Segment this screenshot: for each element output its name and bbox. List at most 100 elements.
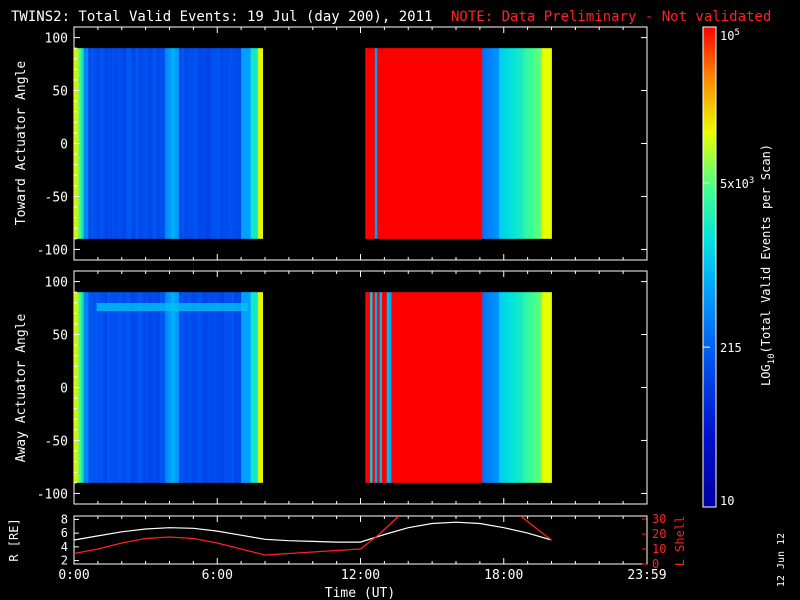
heatmap-column: [245, 292, 249, 483]
heatmap-column: [456, 48, 459, 239]
heatmap-column: [190, 48, 194, 239]
heatmap-column: [257, 48, 261, 239]
heatmap-column: [506, 292, 509, 483]
heatmap-column: [453, 292, 457, 483]
heatmap-column: [484, 48, 488, 239]
heatmap-column: [143, 48, 147, 239]
heatmap-column: [424, 48, 428, 239]
heatmap-column: [164, 292, 168, 483]
heatmap-column: [193, 292, 197, 483]
heatmap-column: [541, 48, 545, 239]
heatmap-column: [520, 292, 524, 483]
heatmap-column: [420, 48, 423, 239]
heatmap-column: [494, 292, 497, 483]
heatmap-column: [126, 292, 130, 483]
heatmap-column: [518, 292, 521, 483]
heatmap-column: [487, 292, 490, 483]
heatmap-column: [253, 48, 256, 239]
r-tick-label: 2: [61, 554, 68, 568]
away-y-label: Away Actuator Angle: [14, 313, 29, 462]
heatmap-column: [190, 292, 194, 483]
heatmap-column: [174, 48, 178, 239]
heatmap-column: [233, 48, 237, 239]
y-tick-label: 0: [60, 138, 68, 153]
heatmap-column: [384, 48, 388, 239]
heatmap-column: [413, 292, 416, 483]
heatmap-column: [444, 292, 447, 483]
heatmap-column: [498, 48, 502, 239]
heatmap-column: [100, 48, 104, 239]
heatmap-column: [367, 292, 371, 483]
heatmap-column: [465, 292, 469, 483]
lshell-axis-label: L Shell: [673, 516, 687, 567]
heatmap-column: [126, 48, 130, 239]
heatmap-column: [210, 48, 213, 239]
heatmap-column: [530, 48, 533, 239]
heatmap-column: [451, 48, 455, 239]
heatmap-column: [143, 292, 147, 483]
heatmap-column: [429, 292, 433, 483]
heatmap-column: [81, 292, 84, 483]
heatmap-column: [167, 48, 170, 239]
heatmap-column: [102, 48, 106, 239]
heatmap-column: [398, 48, 402, 239]
heatmap-column: [501, 48, 505, 239]
heatmap-column: [422, 292, 426, 483]
heatmap-column: [527, 48, 531, 239]
r-axis-label: R [RE]: [7, 518, 21, 561]
heatmap-column: [88, 48, 92, 239]
heatmap-column: [458, 292, 462, 483]
heatmap-column: [475, 48, 478, 239]
heatmap-column: [544, 48, 548, 239]
heatmap-column: [408, 292, 412, 483]
heatmap-column: [186, 292, 189, 483]
heatmap-column: [436, 48, 440, 239]
lshell-tick-label: 30: [652, 512, 666, 526]
heatmap-column: [136, 48, 139, 239]
heatmap-column: [482, 292, 486, 483]
toward-panel: 100 50 0 -50 -100 Toward Actuator Angle: [14, 26, 648, 261]
heatmap-column: [193, 48, 197, 239]
heatmap-column: [174, 292, 178, 483]
heatmap-column: [78, 292, 82, 483]
heatmap-column: [508, 48, 512, 239]
heatmap-column: [484, 292, 488, 483]
y-tick-label: -50: [45, 434, 68, 449]
heatmap-column: [183, 292, 187, 483]
heatmap-column: [460, 292, 464, 483]
heatmap-column: [133, 292, 137, 483]
time-axis-label: Time (UT): [325, 586, 395, 600]
heatmap-column: [169, 48, 173, 239]
heatmap-column: [398, 292, 402, 483]
heatmap-column: [549, 292, 552, 483]
heatmap-column: [487, 48, 490, 239]
heatmap-column: [393, 48, 397, 239]
orbit-panel-frame: [73, 515, 648, 565]
heatmap-column: [222, 48, 225, 239]
heatmap-column: [188, 48, 192, 239]
heatmap-column: [434, 292, 438, 483]
heatmap-column: [432, 292, 435, 483]
heatmap-column: [520, 48, 524, 239]
heatmap-column: [460, 48, 464, 239]
heatmap-column: [236, 48, 240, 239]
heatmap-column: [179, 292, 182, 483]
heatmap-column: [212, 48, 216, 239]
heatmap-column: [377, 48, 380, 239]
heatmap-column: [124, 48, 127, 239]
heatmap-column: [544, 292, 548, 483]
y-tick-label: 100: [45, 276, 68, 291]
time-tick-label: 23:59: [627, 568, 666, 583]
heatmap-column: [434, 48, 438, 239]
heatmap-column: [90, 292, 94, 483]
away-panel: 100 50 0 -50 -100 Away Actuator Angle: [14, 270, 648, 505]
heatmap-column: [83, 292, 87, 483]
heatmap-column: [482, 48, 486, 239]
heatmap-column: [131, 48, 135, 239]
heatmap-column: [365, 292, 369, 483]
heatmap-column: [136, 292, 139, 483]
heatmap-column: [539, 292, 543, 483]
heatmap-column: [503, 48, 507, 239]
heatmap-column: [255, 48, 259, 239]
